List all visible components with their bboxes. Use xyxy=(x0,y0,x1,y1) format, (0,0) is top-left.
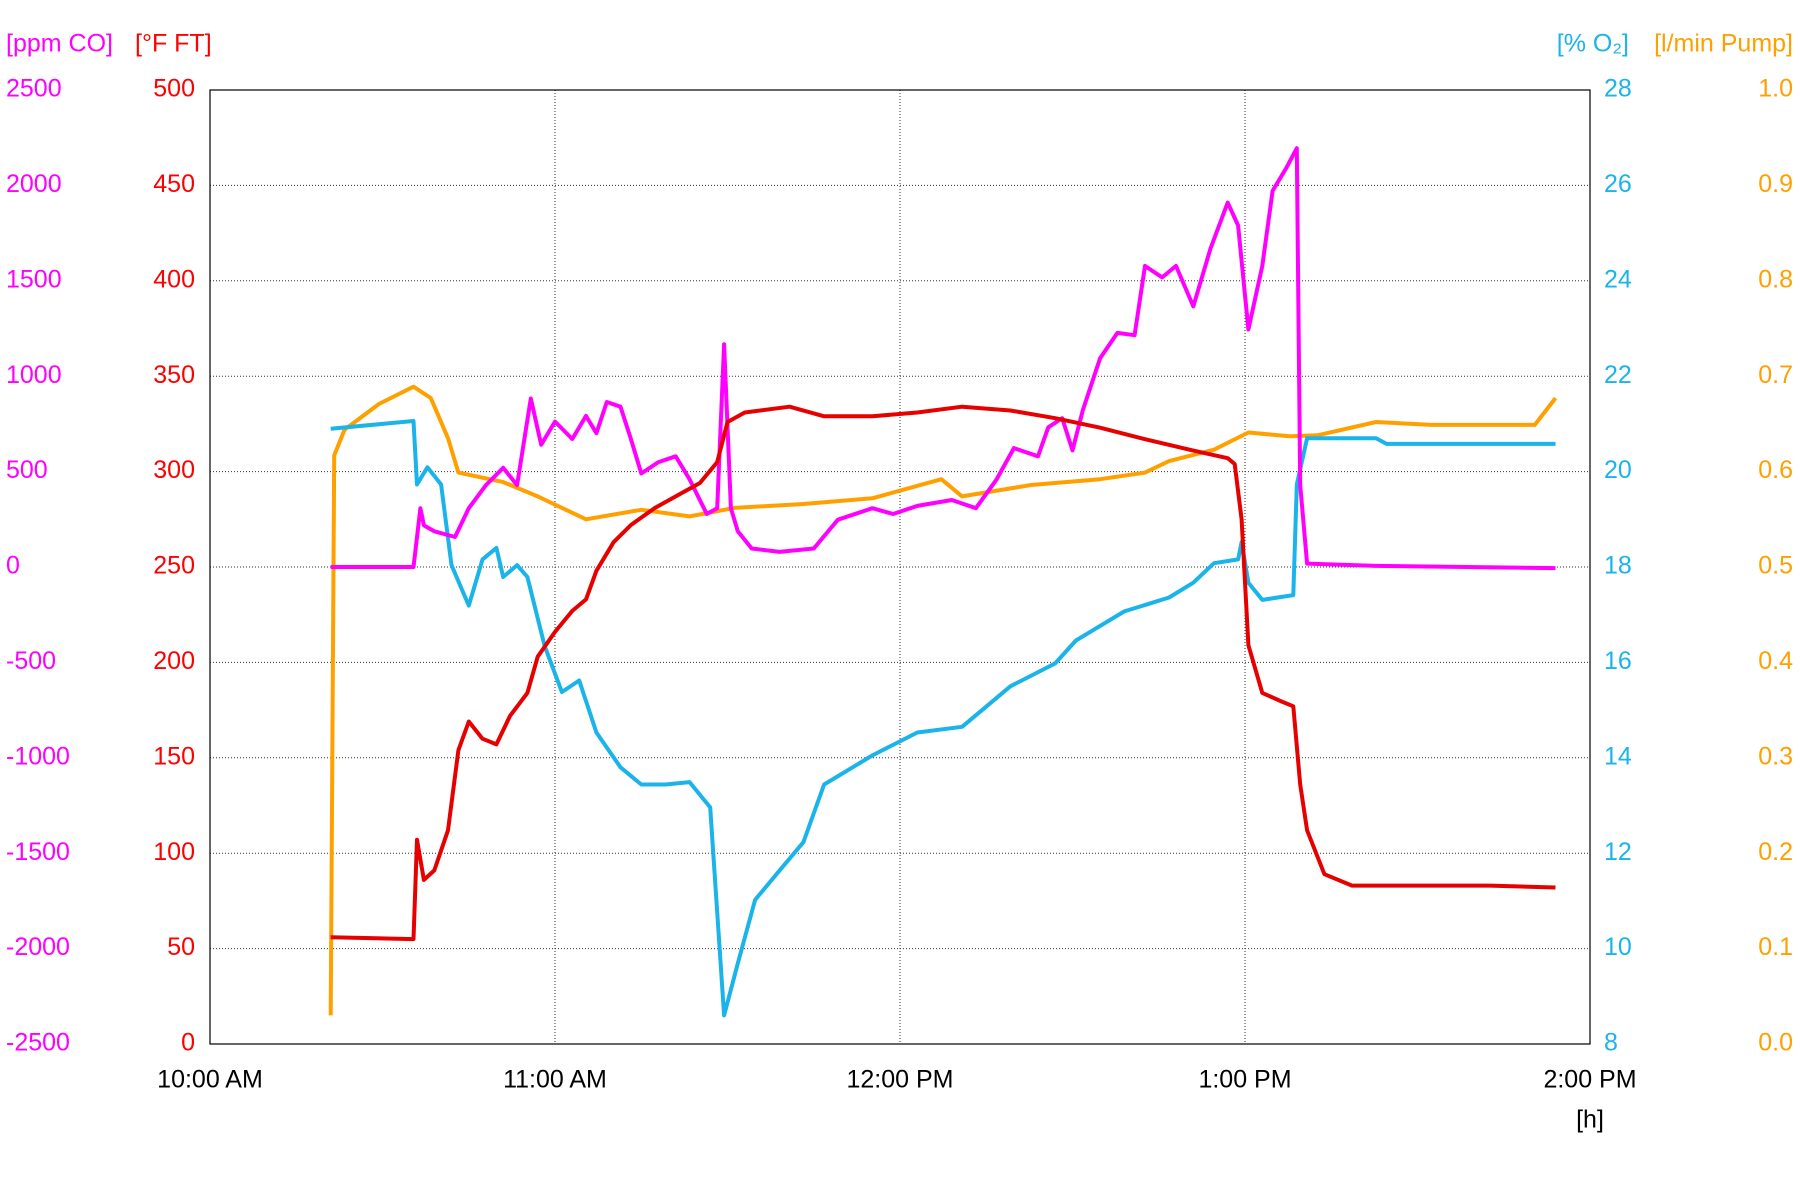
y-tick-label: 8 xyxy=(1604,1029,1618,1057)
axis-title: [l/min Pump] xyxy=(1654,30,1793,58)
y-tick-label: 28 xyxy=(1604,75,1632,103)
y-tick-label: 0.1 xyxy=(1758,933,1793,961)
y-tick-label: -2000 xyxy=(6,933,70,961)
y-tick-label: 14 xyxy=(1604,742,1632,770)
axis-title: [% O₂] xyxy=(1557,30,1629,58)
y-tick-label: 22 xyxy=(1604,361,1632,389)
y-tick-label: 0.6 xyxy=(1758,456,1793,484)
x-tick-label: 11:00 AM xyxy=(503,1066,607,1094)
y-tick-label: 200 xyxy=(153,647,195,675)
y-tick-label: 0.2 xyxy=(1758,838,1793,866)
y-tick-label: 26 xyxy=(1604,170,1632,198)
y-tick-label: 0.0 xyxy=(1758,1029,1793,1057)
y-tick-label: -1500 xyxy=(6,838,70,866)
x-tick-label: 1:00 PM xyxy=(1198,1066,1291,1094)
y-tick-label: 350 xyxy=(153,361,195,389)
y-tick-label: 100 xyxy=(153,838,195,866)
y-tick-label: 0.4 xyxy=(1758,647,1793,675)
axis-title: [°F FT] xyxy=(135,30,212,58)
plot-frame xyxy=(209,89,1591,1045)
y-tick-label: 24 xyxy=(1604,265,1632,293)
y-tick-label: 500 xyxy=(153,75,195,103)
y-tick-label: 20 xyxy=(1604,456,1632,484)
y-tick-label: 250 xyxy=(153,552,195,580)
y-tick-label: 16 xyxy=(1604,647,1632,675)
y-tick-label: 0.5 xyxy=(1758,552,1793,580)
axis-title: [ppm CO] xyxy=(6,30,113,58)
x-axis-title: [h] xyxy=(1576,1106,1604,1134)
y-tick-label: 1.0 xyxy=(1758,75,1793,103)
data-line xyxy=(330,404,1556,942)
y-tick-label: 0.9 xyxy=(1758,170,1793,198)
y-tick-label: -500 xyxy=(6,647,56,675)
y-tick-label: 0 xyxy=(6,552,20,580)
x-tick-label: 10:00 AM xyxy=(157,1066,263,1094)
x-tick-label: 12:00 PM xyxy=(846,1066,953,1094)
y-tick-label: 300 xyxy=(153,456,195,484)
y-tick-label: 0.3 xyxy=(1758,742,1793,770)
y-tick-label: 12 xyxy=(1604,838,1632,866)
y-tick-label: 0.7 xyxy=(1758,361,1793,389)
y-tick-label: 2500 xyxy=(6,75,62,103)
y-tick-label: 450 xyxy=(153,170,195,198)
y-tick-label: 0 xyxy=(181,1029,195,1057)
y-tick-label: 150 xyxy=(153,742,195,770)
y-tick-label: 500 xyxy=(6,456,48,484)
y-tick-label: 400 xyxy=(153,265,195,293)
y-tick-label: 2000 xyxy=(6,170,62,198)
data-line xyxy=(328,384,1558,1016)
y-tick-label: 10 xyxy=(1604,933,1632,961)
y-tick-label: -1000 xyxy=(6,742,70,770)
x-tick-label: 2:00 PM xyxy=(1543,1066,1636,1094)
y-tick-label: 1000 xyxy=(6,361,62,389)
y-tick-label: 18 xyxy=(1604,552,1632,580)
y-tick-label: 1500 xyxy=(6,265,62,293)
y-tick-label: 0.8 xyxy=(1758,265,1793,293)
y-tick-label: -2500 xyxy=(6,1029,70,1057)
y-tick-label: 50 xyxy=(167,933,195,961)
data-line xyxy=(330,146,1556,571)
